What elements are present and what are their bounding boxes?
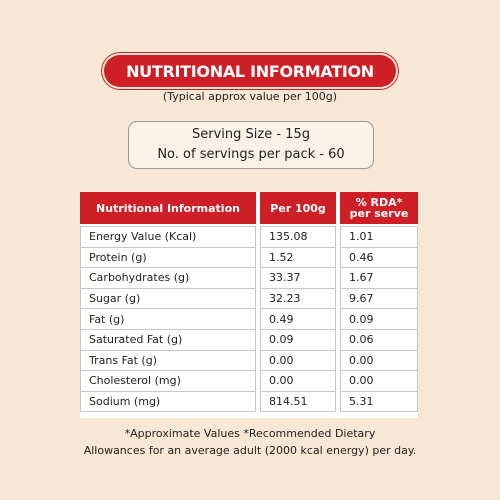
subtitle: (Typical approx value per 100g) [162,90,338,103]
footnote: *Approximate Values *Recommended Dietary… [0,425,500,459]
nutrient-name: Trans Fat (g) [80,349,256,372]
nutrient-name: Protein (g) [80,246,256,269]
servings-per-pack: No. of servings per pack - 60 [157,147,345,162]
header-cell: % RDA* per serve [340,192,418,224]
title: NUTRITIONAL INFORMATION [104,55,396,87]
nutrient-value: 0.46 [340,246,418,269]
nutrient-name: Fat (g) [80,308,256,330]
nutrient-value: 0.00 [260,349,336,372]
nutrient-name: Energy Value (Kcal) [80,226,256,248]
footnote-line: Allowances for an average adult (2000 kc… [83,444,417,457]
header-line: % RDA* [355,196,403,209]
nutrient-value: 1.67 [340,267,418,289]
nutrient-value: 0.00 [340,370,418,392]
nutrient-value: 5.31 [340,390,418,413]
nutrient-value: 1.52 [260,246,336,269]
nutrient-name: Sodium (mg) [80,390,256,413]
nutrient-value: 0.09 [340,308,418,330]
header-cell: Per 100g [260,192,336,224]
serving-box: Serving Size - 15g No. of servings per p… [128,121,374,169]
nutrient-name: Carbohydrates (g) [80,267,256,289]
nutrient-name: Cholesterol (mg) [80,370,256,392]
footnote-line: *Approximate Values *Recommended Dietary [124,427,376,440]
nutrient-value: 32.23 [260,287,336,310]
serving-size: Serving Size - 15g [192,127,310,142]
nutrient-name: Sugar (g) [80,287,256,310]
nutrient-value: 0.49 [260,308,336,330]
nutrient-value: 0.09 [260,329,336,351]
nutrition-table: Nutritional Information Per 100g% RDA* per… [80,192,418,418]
nutrient-value: 1.01 [340,226,418,248]
nutrient-value: 9.67 [340,287,418,310]
header-cell: Nutritional Information [80,192,256,224]
nutrient-value: 33.37 [260,267,336,289]
nutrient-value: 0.06 [340,329,418,351]
nutrient-value: 0.00 [260,370,336,392]
nutrient-value: 814.51 [260,390,336,413]
header-line: per serve [349,207,409,220]
nutrient-value: 135.08 [260,226,336,248]
nutrient-name: Saturated Fat (g) [80,329,256,351]
nutrient-value: 0.00 [340,349,418,372]
